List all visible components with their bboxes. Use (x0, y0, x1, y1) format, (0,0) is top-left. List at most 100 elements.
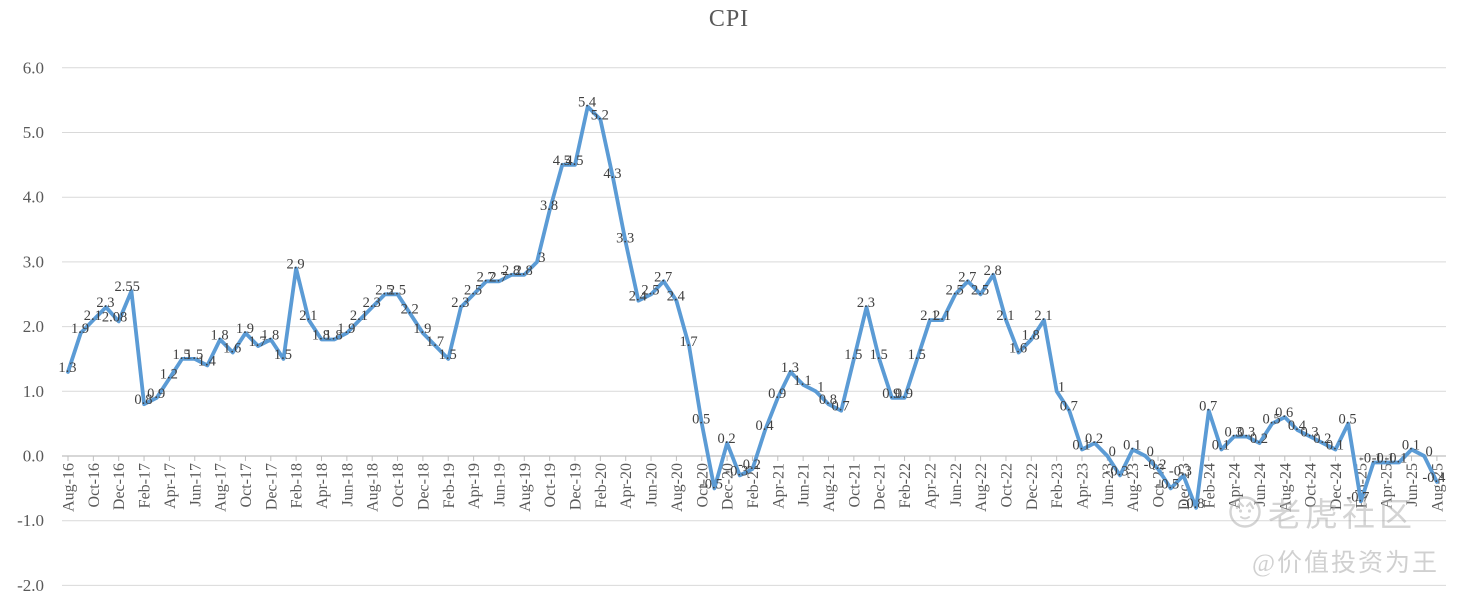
y-axis-label: 2.0 (23, 317, 44, 336)
data-label: 2.8 (515, 263, 533, 279)
data-label: 0.2 (1250, 431, 1268, 447)
x-axis-label: Apr-18 (314, 463, 331, 509)
x-axis-label: Aug-20 (669, 463, 686, 512)
x-axis-label: Jun-23 (1100, 463, 1117, 507)
x-axis-labels: Aug-16 Oct-16 Dec-16 Feb-17 Apr-17 Jun-17 Aug-… (61, 463, 1447, 512)
gridlines (62, 67, 1446, 586)
data-label: 2.2 (401, 302, 419, 318)
x-axis-label: Aug-17 (213, 463, 230, 512)
data-label: 2.1 (996, 308, 1014, 324)
data-label: 3.8 (540, 198, 558, 214)
data-label: 1.7 (249, 334, 267, 350)
x-axis-label: Oct-24 (1303, 463, 1320, 507)
data-label: -0.3 (1106, 463, 1129, 479)
data-label: 3 (538, 250, 545, 266)
y-axis-labels: 6.0 5.0 4.0 3.0 2.0 1.0 0.0 -1.0 -2.0 (17, 58, 44, 594)
x-axis-label: Feb-20 (593, 463, 610, 508)
data-label: 1.9 (413, 321, 431, 337)
x-axis-label: Jun-17 (187, 463, 204, 507)
data-label: 0.5 (1263, 412, 1281, 428)
data-label: 2.5 (641, 282, 659, 298)
data-label: 1.5 (908, 347, 926, 363)
x-axis-label: Oct-16 (86, 463, 103, 507)
data-label: 2.7 (958, 269, 976, 285)
data-label: 1.2 (160, 366, 178, 382)
data-label: 1.8 (312, 328, 330, 344)
data-label: 5.4 (578, 95, 597, 111)
data-label: 0.2 (717, 431, 735, 447)
y-axis-label: 4.0 (23, 188, 44, 207)
data-label: 0.1 (1326, 438, 1344, 454)
data-label: 0.5 (1339, 412, 1357, 428)
x-axis-label: Aug-23 (1125, 463, 1142, 512)
x-axis-label: Jun-20 (644, 463, 661, 507)
data-label: 2.08 (102, 309, 127, 325)
data-label: -0.2 (738, 457, 761, 473)
data-label: 1.5 (870, 347, 888, 363)
data-label: -0.7 (1346, 489, 1369, 505)
x-axis-label: Aug-22 (973, 463, 990, 512)
data-label: 2.5 (464, 282, 482, 298)
data-label: 0.4 (756, 418, 775, 434)
data-label: 1.8 (261, 328, 279, 344)
data-label: 2.5 (375, 282, 393, 298)
x-axis-label: Jun-19 (491, 463, 508, 507)
data-label: 2.5 (946, 282, 964, 298)
data-label: 1.5 (185, 347, 203, 363)
cpi-series-line (66, 104, 1439, 510)
data-label: 5.2 (591, 108, 609, 124)
x-axis-label: Dec-18 (415, 463, 432, 510)
x-axis-label: Feb-24 (1201, 463, 1218, 508)
x-axis-label: Jun-22 (948, 463, 965, 507)
data-label: 0.9 (768, 386, 786, 402)
data-label: 4.3 (603, 166, 621, 182)
data-label: 0.9 (882, 386, 900, 402)
data-label: 1.8 (1022, 328, 1040, 344)
data-label: 0.1 (1123, 438, 1141, 454)
data-label: 0.7 (1060, 399, 1078, 415)
x-axis-label: Apr-23 (1075, 463, 1092, 509)
x-axis-label: Apr-25 (1379, 463, 1396, 509)
y-axis-label: 0.0 (23, 447, 44, 466)
data-label: -0.5 (1156, 476, 1179, 492)
data-label: -0.3 (725, 463, 748, 479)
data-label: 2.8 (502, 263, 520, 279)
x-axis-label: Feb-23 (1049, 463, 1066, 508)
data-label: 2.1 (350, 308, 368, 324)
x-axis-label: Oct-17 (238, 463, 255, 507)
y-axis-label: 6.0 (23, 58, 44, 77)
y-axis-label: 5.0 (23, 123, 44, 142)
x-axis-label: Dec-20 (720, 463, 737, 510)
data-label: 2.5 (971, 282, 989, 298)
data-label: 0.1 (1402, 438, 1420, 454)
data-label: 0.2 (1313, 431, 1331, 447)
data-label: 0 (1425, 444, 1432, 460)
data-label: 0.1 (1212, 438, 1230, 454)
x-axis-label: Aug-21 (821, 463, 838, 512)
series (66, 104, 1439, 510)
x-axis-label: Feb-17 (137, 463, 154, 508)
data-label: 1 (817, 379, 824, 395)
x-axis-label: Apr-19 (466, 463, 483, 509)
x-axis-label: Apr-17 (162, 463, 179, 509)
x-axis-label: Dec-22 (1024, 463, 1041, 510)
data-label: 2.8 (984, 263, 1002, 279)
data-label: 2.4 (667, 289, 686, 305)
data-label: 1 (1058, 379, 1065, 395)
data-label: 0.7 (832, 399, 850, 415)
data-label: 0.1 (1072, 438, 1090, 454)
data-label: 1.3 (781, 360, 799, 376)
data-label: 0 (1109, 444, 1116, 460)
data-label: 2.4 (629, 289, 648, 305)
x-axis-label: Jun-18 (339, 463, 356, 507)
data-label: 0 (1147, 444, 1154, 460)
x-axis-label: Aug-19 (517, 463, 534, 512)
data-label: 0.3 (1237, 425, 1255, 441)
chart-title: CPI (708, 6, 750, 32)
data-label: 1.5 (439, 347, 457, 363)
x-axis-label: Dec-16 (111, 463, 128, 510)
x-axis-label: Feb-22 (897, 463, 914, 508)
x-axis-label: Jun-25 (1404, 463, 1421, 507)
x-axis-label: Oct-22 (998, 463, 1015, 507)
data-label: -0.8 (1182, 496, 1205, 512)
